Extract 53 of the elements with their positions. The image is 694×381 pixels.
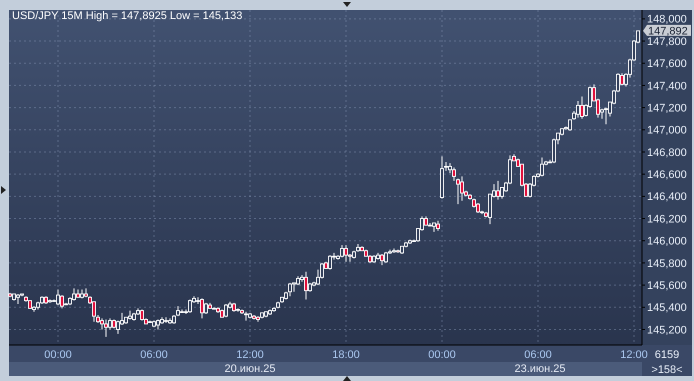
candlestick bbox=[384, 251, 388, 264]
candlestick bbox=[476, 202, 480, 214]
text: 147,892 bbox=[648, 26, 688, 38]
y-tick-label: 146,600 bbox=[647, 169, 687, 182]
y-tick-label: 146,400 bbox=[647, 191, 687, 204]
candlestick bbox=[496, 180, 500, 200]
x-tick-label: 12:00 bbox=[620, 349, 648, 361]
candlestick bbox=[72, 288, 76, 302]
candlestick bbox=[580, 96, 584, 120]
candlestick bbox=[204, 302, 208, 314]
candlestick bbox=[104, 318, 108, 338]
y-tick-label: 145,800 bbox=[647, 258, 687, 270]
candlestick bbox=[288, 282, 292, 297]
y-tick-label: 145,400 bbox=[647, 302, 687, 314]
candlestick bbox=[436, 220, 440, 232]
candlestick bbox=[304, 271, 308, 300]
y-tick-label: 146,800 bbox=[647, 146, 687, 159]
y-tick-label: 145,200 bbox=[647, 324, 687, 336]
y-tick-label: 147,000 bbox=[647, 124, 687, 137]
x-tick-label: 18:00 bbox=[332, 349, 360, 361]
candlestick bbox=[56, 289, 60, 306]
candlestick bbox=[576, 100, 580, 118]
x-tick-label: 12:00 bbox=[236, 349, 264, 361]
y-tick-label: 147,200 bbox=[647, 102, 687, 114]
candlestick bbox=[540, 157, 544, 177]
candlestick bbox=[452, 167, 456, 182]
x-tick-label: 06:00 bbox=[524, 349, 552, 361]
candlestick bbox=[344, 244, 348, 262]
y-tick-label: 145,600 bbox=[647, 280, 687, 292]
candlestick bbox=[16, 293, 20, 304]
text: 6159 bbox=[654, 349, 680, 361]
y-tick-label: 147,600 bbox=[647, 58, 687, 70]
y-tick-label: 146,000 bbox=[647, 236, 687, 248]
y-tick-label: 147,400 bbox=[647, 80, 687, 92]
x-tick-label: 06:00 bbox=[140, 349, 168, 361]
candlestick bbox=[380, 254, 384, 266]
y-tick-label: 147,800 bbox=[647, 36, 687, 48]
candlestick bbox=[328, 254, 332, 270]
candlestick bbox=[200, 298, 204, 319]
candlestick bbox=[140, 309, 144, 322]
chart-title: USD/JPY 15M High = 147,8925 Low = 145,133 bbox=[12, 10, 242, 22]
candlestick bbox=[156, 318, 160, 330]
y-tick-label: 146,200 bbox=[647, 213, 687, 226]
text: 23.июн.25 bbox=[514, 363, 566, 375]
x-tick-label: 00:00 bbox=[428, 349, 456, 361]
candlestick bbox=[460, 176, 464, 202]
text: >158< bbox=[651, 364, 683, 376]
candlestick bbox=[224, 303, 228, 318]
candlestick bbox=[188, 299, 192, 314]
y-tick-label: 148,000 bbox=[647, 14, 687, 26]
x-tick-label: 00:00 bbox=[44, 349, 72, 361]
text: 20.июн.25 bbox=[224, 363, 276, 375]
candlestick bbox=[340, 244, 344, 258]
